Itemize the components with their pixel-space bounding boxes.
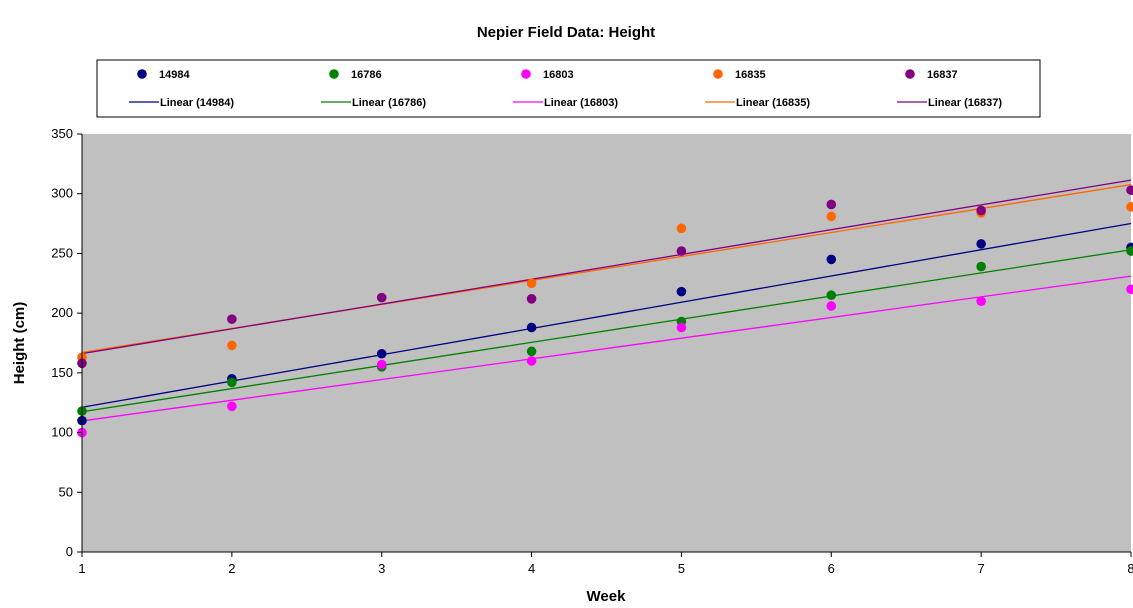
x-tick-label: 2	[228, 561, 235, 576]
legend-marker-16835	[713, 69, 723, 79]
point-16835-week-5	[676, 223, 687, 234]
point-14984-week-5	[676, 286, 687, 297]
y-tick-label: 350	[51, 126, 73, 141]
point-16786-week-8	[1126, 246, 1133, 256]
legend-marker-16803	[521, 69, 531, 79]
point-16786-week-2	[227, 377, 237, 388]
legend-box	[96, 59, 1041, 118]
legend-trend-label-14984: Linear (14984)	[160, 97, 234, 109]
point-16803-week-4	[526, 356, 537, 366]
trendline-14984	[81, 222, 1132, 408]
y-axis-title: Height (cm)	[11, 302, 28, 385]
point-16835-week-8	[1126, 202, 1133, 212]
legend-marker-16786	[329, 69, 339, 79]
point-16837-week-8	[1126, 185, 1133, 195]
point-14984-week-7	[976, 239, 986, 249]
y-tick-label: 250	[51, 245, 73, 260]
legend-trend-label-16837: Linear (16837)	[928, 97, 1002, 109]
point-14984-week-6	[826, 254, 837, 265]
point-16803-week-6	[826, 301, 837, 311]
y-tick-label: 150	[51, 365, 73, 380]
legend-label-16786: 16786	[351, 69, 382, 81]
point-16837-week-5	[676, 246, 687, 256]
point-16837-week-6	[826, 199, 837, 210]
y-tick-label: 100	[51, 425, 73, 440]
legend-marker-16837	[905, 69, 915, 79]
chart-title: Nepier Field Data: Height	[477, 24, 655, 41]
x-tick-label: 1	[78, 561, 85, 576]
point-16786-week-7	[976, 261, 986, 272]
point-16803-week-2	[227, 401, 237, 412]
legend-label-16837: 16837	[927, 69, 958, 81]
legend-marker-14984	[137, 69, 147, 79]
y-tick-label: 200	[51, 305, 73, 320]
point-16803-week-3	[376, 359, 387, 370]
legend-label-16835: 16835	[735, 69, 766, 81]
x-tick-label: 6	[828, 561, 835, 576]
y-tick-label: 300	[51, 186, 73, 201]
x-axis-ticks: 1 2 3 4 5 6 7 8	[78, 552, 1133, 576]
x-tick-label: 7	[978, 561, 985, 576]
legend-trend-label-16835: Linear (16835)	[736, 97, 810, 109]
point-16837-week-4	[526, 294, 537, 304]
x-tick-label: 5	[678, 561, 685, 576]
trendline-16786	[81, 249, 1132, 413]
point-16803-week-5	[676, 322, 687, 333]
point-14984-week-4	[526, 322, 537, 333]
legend: 14984 Linear (14984) 16786 Linear (16786) 16…	[129, 69, 1002, 109]
trendline-16837	[81, 179, 1132, 355]
point-16786-week-6	[826, 290, 837, 301]
legend-label-16803: 16803	[543, 69, 574, 81]
x-axis-title: Week	[587, 588, 627, 605]
legend-trend-label-16786: Linear (16786)	[352, 97, 426, 109]
data-points	[77, 185, 1133, 438]
point-16837-week-3	[376, 292, 387, 303]
y-tick-label: 0	[66, 544, 73, 559]
point-14984-week-3	[376, 348, 387, 359]
point-16835-week-4	[526, 278, 537, 289]
point-16786-week-4	[526, 346, 537, 357]
plot-area	[82, 134, 1131, 552]
point-16803-week-7	[976, 296, 986, 307]
point-16835-week-2	[227, 340, 237, 351]
legend-trend-label-16803: Linear (16803)	[544, 97, 618, 109]
trendline-16803	[81, 275, 1132, 422]
y-tick-label: 50	[59, 484, 73, 499]
point-16837-week-7	[976, 205, 986, 216]
point-16803-week-8	[1126, 284, 1133, 295]
x-tick-label: 3	[378, 561, 385, 576]
y-axis-ticks: 0 50 100 150 200 250 300 350	[51, 126, 82, 559]
trendlines	[81, 179, 1132, 422]
point-16837-week-2	[227, 314, 237, 324]
x-tick-label: 4	[528, 561, 535, 576]
x-tick-label: 8	[1127, 561, 1133, 576]
point-16835-week-6	[826, 211, 837, 222]
legend-label-14984: 14984	[159, 69, 190, 81]
